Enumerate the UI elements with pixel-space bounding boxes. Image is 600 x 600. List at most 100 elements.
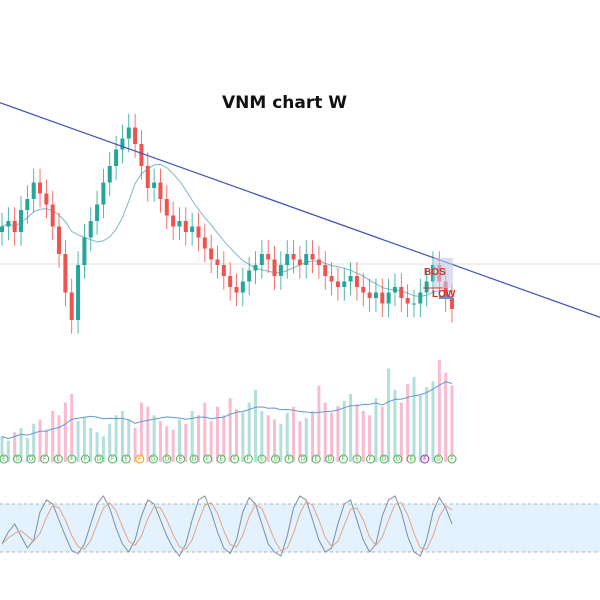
event-marker-label: D xyxy=(273,456,278,463)
candle-body xyxy=(266,254,271,260)
event-marker-label: D xyxy=(97,456,102,463)
volume-bar xyxy=(114,415,118,462)
event-marker-label: F xyxy=(247,456,251,463)
candle-body xyxy=(323,265,328,276)
event-marker xyxy=(13,454,23,464)
volume-bar xyxy=(311,411,315,462)
event-marker-label: E xyxy=(2,456,6,463)
volume-bar xyxy=(336,405,340,462)
event-marker-label: E xyxy=(179,456,183,463)
candle-body xyxy=(126,127,131,139)
volume-bar xyxy=(323,402,327,462)
candle-body xyxy=(183,221,188,232)
event-marker xyxy=(94,454,104,464)
event-marker-label: F xyxy=(342,456,346,463)
candle-body xyxy=(209,248,214,260)
candle-body xyxy=(95,204,100,221)
event-marker xyxy=(216,454,226,464)
volume-bar xyxy=(361,411,365,462)
candle-body xyxy=(373,292,378,298)
volume-bar xyxy=(241,412,245,462)
event-marker-label: F xyxy=(450,456,454,463)
event-marker-label: F xyxy=(70,456,74,463)
volume-bar xyxy=(393,389,397,462)
stochastic-band-fill xyxy=(0,504,600,552)
volume-bar xyxy=(25,438,29,462)
candle-body xyxy=(145,166,150,188)
event-marker-label: D xyxy=(382,456,387,463)
candle-body xyxy=(354,276,359,287)
event-marker-label: F xyxy=(369,456,373,463)
candle-body xyxy=(196,226,201,238)
volume-bar xyxy=(70,394,74,462)
candle-body xyxy=(82,237,87,265)
candle-body xyxy=(424,281,429,293)
volume-bar xyxy=(228,398,232,462)
candle-body xyxy=(6,221,11,227)
volume-bar xyxy=(44,429,48,462)
event-marker-label: F xyxy=(138,456,142,463)
volume-bar xyxy=(444,372,448,462)
candle-body xyxy=(31,182,36,199)
volume-bar xyxy=(152,415,156,462)
event-marker xyxy=(325,454,335,464)
candle-body xyxy=(361,287,366,293)
volume-bar xyxy=(63,402,67,462)
candle-body xyxy=(443,281,448,298)
candle-body xyxy=(152,182,157,188)
volume-bar xyxy=(158,421,162,462)
volume-bar xyxy=(89,428,93,462)
price-moving-average xyxy=(1,163,453,297)
candle-body xyxy=(215,259,220,265)
volume-bar xyxy=(209,421,213,462)
stochastic-k-line xyxy=(1,495,453,557)
volume-bar xyxy=(273,419,277,462)
event-marker xyxy=(67,454,77,464)
volume-bar xyxy=(0,436,4,462)
volume-bar xyxy=(133,428,137,462)
volume-bar xyxy=(139,402,143,462)
volume-bar xyxy=(222,415,226,462)
candle-body xyxy=(405,298,410,304)
volume-bar xyxy=(95,432,99,462)
volume-bar xyxy=(342,400,346,462)
volume-bar xyxy=(247,402,251,462)
event-marker-label: E xyxy=(124,456,128,463)
volume-bar xyxy=(418,395,422,462)
volume-bar xyxy=(6,440,10,462)
volume-bar xyxy=(203,402,207,462)
candle-body xyxy=(57,226,62,254)
event-marker-label: D xyxy=(436,456,441,463)
event-marker xyxy=(40,454,50,464)
candle-body xyxy=(114,149,119,166)
trendline xyxy=(0,102,600,318)
volume-bar xyxy=(184,423,188,462)
volume-bar xyxy=(298,421,302,462)
event-marker xyxy=(271,454,281,464)
candle-body xyxy=(139,144,144,166)
volume-bar xyxy=(412,377,416,462)
volume-bar xyxy=(380,406,384,462)
volume-bar xyxy=(101,436,105,462)
candle-body xyxy=(418,292,423,304)
volume-bar xyxy=(235,409,239,462)
event-marker xyxy=(352,454,362,464)
volume-bar xyxy=(215,406,219,462)
candle-body xyxy=(304,254,309,265)
event-marker xyxy=(26,454,36,464)
event-marker-label: F xyxy=(43,456,47,463)
event-marker-label: F xyxy=(233,456,237,463)
candle-body xyxy=(392,287,397,293)
candle-body xyxy=(348,276,353,282)
candle-body xyxy=(335,281,340,287)
volume-bar xyxy=(254,389,258,462)
event-marker xyxy=(379,454,389,464)
volume-bar xyxy=(425,387,429,462)
volume-bars xyxy=(0,360,454,462)
volume-bar xyxy=(57,415,61,462)
chart-title: VNM chart W xyxy=(222,93,347,113)
volume-bar xyxy=(190,411,194,462)
candle-body xyxy=(69,292,74,320)
candle-body xyxy=(171,215,176,227)
